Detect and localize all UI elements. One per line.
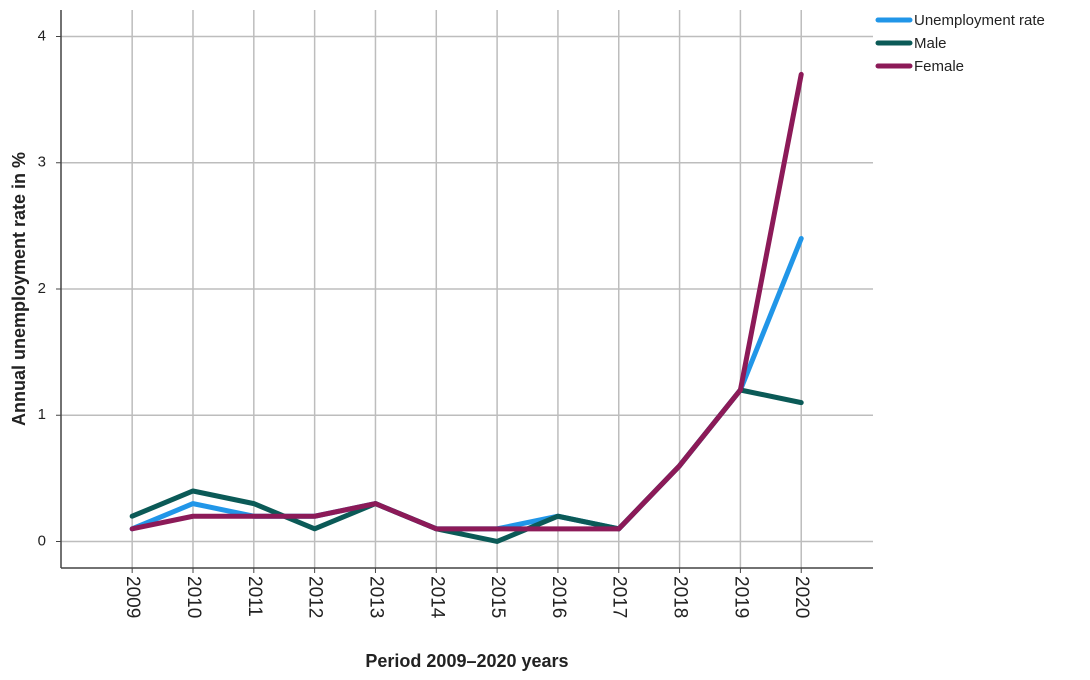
x-tick-label: 2016	[548, 576, 569, 618]
y-axis-title: Annual unemployment rate in %	[9, 152, 29, 426]
x-tick-label: 2010	[183, 576, 204, 618]
legend-label: Female	[914, 58, 964, 75]
y-tick-label: 3	[38, 154, 46, 171]
x-tick-label: 2017	[609, 576, 630, 618]
x-tick-label: 2009	[122, 576, 143, 618]
x-tick-label: 2011	[244, 576, 265, 617]
y-tick-label: 4	[38, 27, 46, 44]
series-line	[129, 387, 804, 544]
y-tick-label: 0	[38, 532, 46, 549]
y-tick-label: 2	[38, 280, 46, 297]
x-tick-label: 2013	[365, 576, 386, 618]
series-line	[129, 236, 804, 532]
series-line	[129, 71, 804, 532]
x-tick-label: 2015	[487, 576, 508, 618]
x-tick-label: 2014	[426, 576, 447, 619]
x-tick-label: 2019	[730, 576, 751, 618]
y-tick-label: 1	[38, 406, 46, 423]
x-axis-title: Period 2009–2020 years	[365, 651, 568, 671]
legend-label: Unemployment rate	[914, 12, 1045, 29]
x-tick-label: 2020	[791, 576, 812, 618]
x-tick-label: 2012	[305, 576, 326, 618]
legend-label: Male	[914, 35, 947, 52]
x-tick-label: 2018	[670, 576, 691, 618]
